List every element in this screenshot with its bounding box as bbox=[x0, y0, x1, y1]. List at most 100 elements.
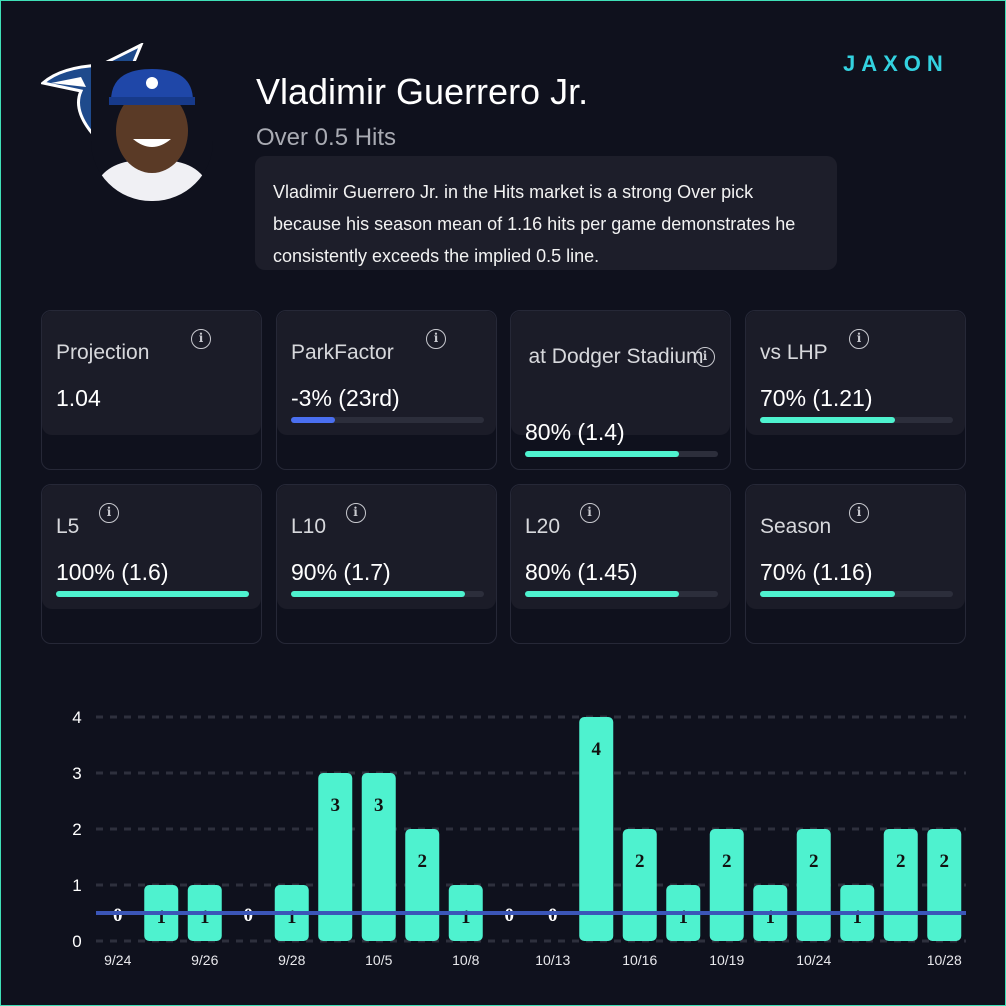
bar-value-label: 0 bbox=[505, 905, 515, 926]
info-icon[interactable]: i bbox=[695, 347, 715, 367]
bar-value-label: 0 bbox=[244, 905, 254, 926]
x-tick-label: 10/19 bbox=[709, 952, 744, 968]
stat-card-l10: L10 i 90% (1.7) bbox=[276, 484, 497, 644]
bar-value-label: 2 bbox=[418, 851, 428, 872]
card-value: 90% (1.7) bbox=[291, 559, 391, 585]
bar bbox=[709, 829, 744, 941]
bar bbox=[318, 773, 353, 941]
x-tick-label: 10/28 bbox=[927, 952, 962, 968]
bar-value-label: 2 bbox=[722, 851, 732, 872]
progress-track bbox=[56, 591, 249, 597]
card-label: Projection bbox=[56, 341, 150, 364]
bar-value-label: 3 bbox=[331, 795, 341, 816]
bar-value-label: 2 bbox=[940, 851, 950, 872]
x-tick-label: 9/26 bbox=[191, 952, 218, 968]
info-icon[interactable]: i bbox=[99, 503, 119, 523]
card-value: 100% (1.6) bbox=[56, 559, 169, 585]
progress-track bbox=[291, 591, 484, 597]
bar bbox=[405, 829, 440, 941]
y-tick-label: 1 bbox=[72, 876, 81, 895]
info-icon[interactable]: i bbox=[849, 503, 869, 523]
info-icon[interactable]: i bbox=[849, 329, 869, 349]
progress-fill bbox=[525, 451, 680, 457]
card-label: at Dodger Stadium bbox=[528, 345, 704, 368]
progress-track bbox=[525, 591, 718, 597]
stat-card-l5: L5 i 100% (1.6) bbox=[41, 484, 262, 644]
bar-value-label: 1 bbox=[287, 907, 297, 928]
market-line: Over 0.5 Hits bbox=[256, 124, 397, 151]
card-value: 80% (1.45) bbox=[525, 559, 638, 585]
bar bbox=[579, 717, 614, 941]
bar-value-label: 1 bbox=[157, 907, 167, 928]
bar-value-label: 1 bbox=[853, 907, 863, 928]
card-header bbox=[511, 311, 730, 435]
bar bbox=[622, 829, 657, 941]
card-label: Season bbox=[760, 515, 832, 538]
info-icon[interactable]: i bbox=[345, 503, 366, 523]
progress-track bbox=[760, 591, 953, 597]
bar-value-label: 2 bbox=[896, 851, 906, 872]
bar-value-label: 2 bbox=[809, 851, 819, 872]
progress-track bbox=[760, 417, 953, 423]
stat-card-projection: Projection i 1.04 bbox=[41, 310, 262, 470]
card-header bbox=[277, 311, 496, 435]
progress-track bbox=[291, 417, 484, 423]
card-value: 70% (1.16) bbox=[760, 559, 873, 585]
bar-value-label: 1 bbox=[766, 907, 776, 928]
card-header bbox=[277, 485, 496, 609]
stat-card-parkfactor: ParkFactor i -3% (23rd) bbox=[276, 310, 497, 470]
card-label: L20 bbox=[525, 515, 561, 538]
info-icon[interactable]: i bbox=[426, 329, 446, 349]
bar-value-label: 1 bbox=[461, 907, 471, 928]
info-icon[interactable]: i bbox=[191, 329, 211, 349]
stat-card-l20: L20 i 80% (1.45) bbox=[510, 484, 731, 644]
x-tick-label: 10/13 bbox=[535, 952, 570, 968]
bar-value-label: 0 bbox=[113, 905, 123, 926]
bar-value-label: 4 bbox=[592, 739, 602, 760]
bar bbox=[883, 829, 918, 941]
card-label: vs LHP bbox=[760, 341, 828, 364]
stat-card-season: Season i 70% (1.16) bbox=[745, 484, 966, 644]
bar bbox=[796, 829, 831, 941]
bar-value-label: 2 bbox=[635, 851, 645, 872]
progress-fill bbox=[291, 417, 336, 423]
y-tick-label: 4 bbox=[72, 708, 81, 727]
y-tick-label: 2 bbox=[72, 820, 81, 839]
card-label: L5 bbox=[56, 515, 80, 538]
player-photo bbox=[91, 61, 213, 201]
progress-fill bbox=[56, 591, 249, 597]
hits-bar-chart: 0 1 2 3 4 0 9/24 1 1 9/26 0 1 9/28 3 3 10/5 2 1 10/8 0 0 10/1… bbox=[72, 708, 966, 968]
bar-value-label: 0 bbox=[548, 905, 558, 926]
stat-card-at-dodger-stadium: at Dodger Stadium i 80% (1.4) bbox=[510, 310, 731, 470]
progress-fill bbox=[760, 417, 896, 423]
info-icon[interactable]: i bbox=[579, 503, 600, 523]
progress-fill bbox=[291, 591, 465, 597]
x-tick-label: 9/24 bbox=[104, 952, 131, 968]
card-label: L10 bbox=[291, 515, 327, 538]
bar-value-label: 1 bbox=[200, 907, 210, 928]
card-header bbox=[42, 311, 261, 435]
card-header bbox=[42, 485, 261, 609]
brand-logo: JAXON bbox=[843, 51, 949, 76]
pick-description: Vladimir Guerrero Jr. in the Hits market… bbox=[255, 156, 837, 270]
x-tick-label: 10/8 bbox=[452, 952, 479, 968]
card-header bbox=[511, 485, 730, 609]
y-tick-label: 3 bbox=[72, 764, 81, 783]
x-tick-label: 10/24 bbox=[796, 952, 831, 968]
x-tick-label: 9/28 bbox=[278, 952, 305, 968]
bar bbox=[361, 773, 396, 941]
card-value: 1.04 bbox=[56, 385, 101, 411]
bar-value-label: 3 bbox=[374, 795, 384, 816]
stat-card-vs-lhp: vs LHP i 70% (1.21) bbox=[745, 310, 966, 470]
bar-value-label: 1 bbox=[679, 907, 689, 928]
progress-track bbox=[525, 451, 718, 457]
player-name: Vladimir Guerrero Jr. bbox=[256, 71, 589, 112]
x-tick-label: 10/16 bbox=[622, 952, 657, 968]
card-value: 80% (1.4) bbox=[525, 419, 625, 445]
bar bbox=[927, 829, 962, 941]
card-label: ParkFactor bbox=[291, 341, 394, 364]
card-value: 70% (1.21) bbox=[760, 385, 873, 411]
progress-fill bbox=[760, 591, 896, 597]
card-value: -3% (23rd) bbox=[291, 385, 400, 411]
x-tick-label: 10/5 bbox=[365, 952, 392, 968]
